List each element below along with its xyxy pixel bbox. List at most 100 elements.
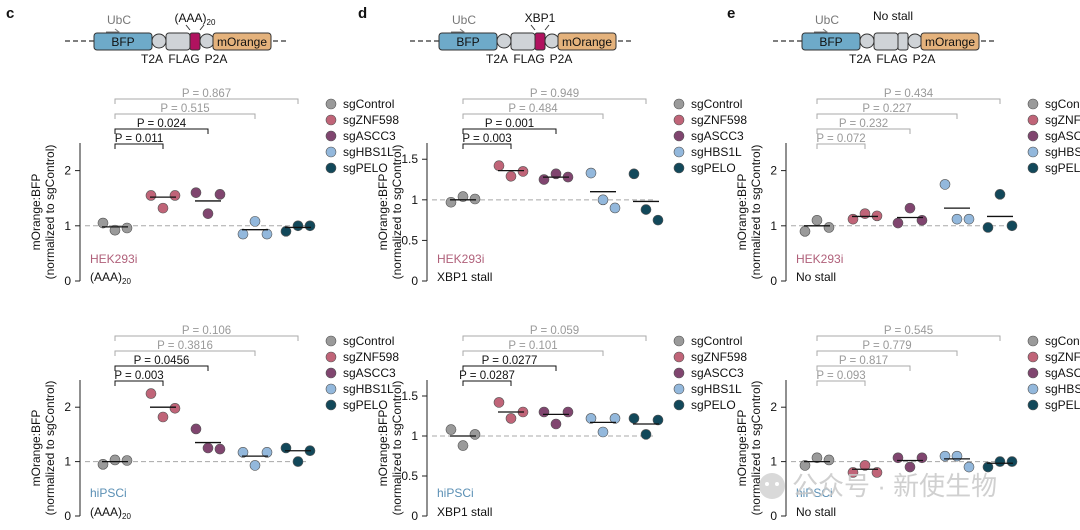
p-value-bracket [114,365,209,371]
legend-label-sgascc3: sgASCC3 [691,129,744,143]
p-value-label: P = 0.949 [530,88,579,100]
p-value-label: P = 0.515 [160,103,209,115]
p-value-label: P = 0.227 [862,103,911,115]
cell-line-label: hiPSCi [437,486,474,500]
data-point-sgascc3 [562,406,574,418]
data-point-sgcontrol [445,424,457,435]
p2a-circle [907,33,923,49]
p-value-label: P = 0.011 [115,133,164,145]
data-point-sghbs1l [963,213,975,225]
legend-marker-sghbs1l [1027,383,1039,395]
data-point-sgznf598 [157,202,169,214]
data-point-sgpelo [640,204,652,215]
p-value-label: P = 0.024 [137,118,187,130]
p2a-label: P2A [205,52,228,66]
data-point-sgpelo [628,413,640,424]
legend-marker-sgcontrol [325,335,337,347]
y-axis-label-line1: mOrange:BFP [29,410,43,487]
legend-marker-sgpelo [673,399,685,411]
p-value-label: P = 0.093 [816,370,865,382]
data-point-sgcontrol [457,440,469,451]
p-value-label: P = 0.484 [508,103,558,115]
legend-label-sgpelo: sgPELO [343,398,388,412]
y-tick-label: 2 [770,164,777,178]
p-value-bracket [114,98,299,104]
p-value-bracket [462,335,647,341]
data-point-sgascc3 [892,452,904,464]
p-value-label: P = 0.545 [884,325,933,337]
y-tick-label: 0 [770,274,777,288]
p-value-bracket [114,350,256,356]
data-point-sgascc3 [214,189,226,200]
p-value-bracket [816,128,911,134]
data-point-sgcontrol [811,214,823,226]
y-axis-label-line1: mOrange:BFP [29,174,43,251]
p-value-bracket [816,113,958,119]
reporter-label: (AAA)20 [90,505,131,521]
y-tick-label: 2 [64,164,71,178]
y-tick-label: 1 [770,455,777,469]
legend-marker-sghbs1l [325,383,337,395]
morange-label: mOrange [217,35,267,49]
data-point-sgcontrol [469,429,481,440]
morange-box [557,32,617,51]
data-point-sgpelo [1006,456,1018,467]
morange-box [212,32,272,51]
y-tick-label: 1 [770,219,777,233]
p-value-bracket [816,365,911,371]
data-point-sgcontrol [811,452,823,464]
legend-label-sghbs1l: sgHBS1L [343,382,394,396]
legend-marker-sgpelo [325,162,337,174]
cleavage-arrow-icon [530,24,536,31]
legend-label-sgcontrol: sgControl [343,334,394,348]
legend-marker-sgcontrol [325,98,337,110]
data-point-sghbs1l [237,447,249,458]
t2a-label: T2A [141,52,163,66]
p-value-label: P = 0.0456 [134,355,190,367]
data-point-sgznf598 [859,460,871,471]
legend-marker-sgpelo [673,162,685,174]
cell-line-label: hiPSCi [90,486,127,500]
legend-marker-sgcontrol [1027,98,1039,110]
p2a-label: P2A [550,52,573,66]
watermark-text: 公众号 · 新使生物 [792,471,997,501]
y-axis-label-line1: mOrange:BFP [735,174,749,251]
data-point-sgpelo [280,226,292,237]
y-axis-label-line2: (normalized to sgControl) [390,145,404,280]
p-value-label: P = 0.001 [485,118,534,130]
y-axis-label-line1: mOrange:BFP [735,410,749,487]
data-point-sgznf598 [847,467,859,478]
p-value-label: P = 0.003 [462,133,511,145]
data-point-sgcontrol [109,454,121,466]
data-point-sgpelo [994,456,1006,467]
data-point-sgznf598 [517,166,529,177]
data-point-sgascc3 [214,443,226,455]
p2a-circle [199,33,215,49]
stall-label: (AAA)20 [175,11,216,27]
p-value-bracket [462,113,604,119]
p-value-bracket [816,350,958,356]
legend-marker-sgcontrol [1027,335,1039,347]
construct-diagram-d: UbC BFP mOrange XBP1 T2A FLAG P2A [410,11,634,66]
data-point-sghbs1l [249,216,261,227]
data-point-sghbs1l [597,426,609,438]
y-tick-label: 0 [411,509,418,523]
p-value-bracket [114,128,209,134]
p-value-label: P = 0.072 [816,133,865,145]
legend-marker-sgcontrol [673,335,685,347]
legend-marker-sgascc3 [325,130,337,142]
legend-label-sgpelo: sgPELO [1045,398,1080,412]
y-tick-label: 1.5 [401,389,418,403]
data-point-sgascc3 [916,214,928,226]
data-point-sgascc3 [202,208,214,219]
legend-marker-sgznf598 [673,114,685,126]
legend-label-sghbs1l: sgHBS1L [1045,382,1080,396]
cleavage-arrow-icon [199,24,205,31]
y-tick-label: 0.5 [401,469,418,483]
data-point-sgpelo [982,461,994,473]
data-point-sgascc3 [538,406,550,418]
reporter-label: No stall [796,270,836,284]
p-value-label: P = 0.106 [182,325,231,337]
p-value-bracket [462,350,604,356]
y-tick-label: 0 [64,509,71,523]
